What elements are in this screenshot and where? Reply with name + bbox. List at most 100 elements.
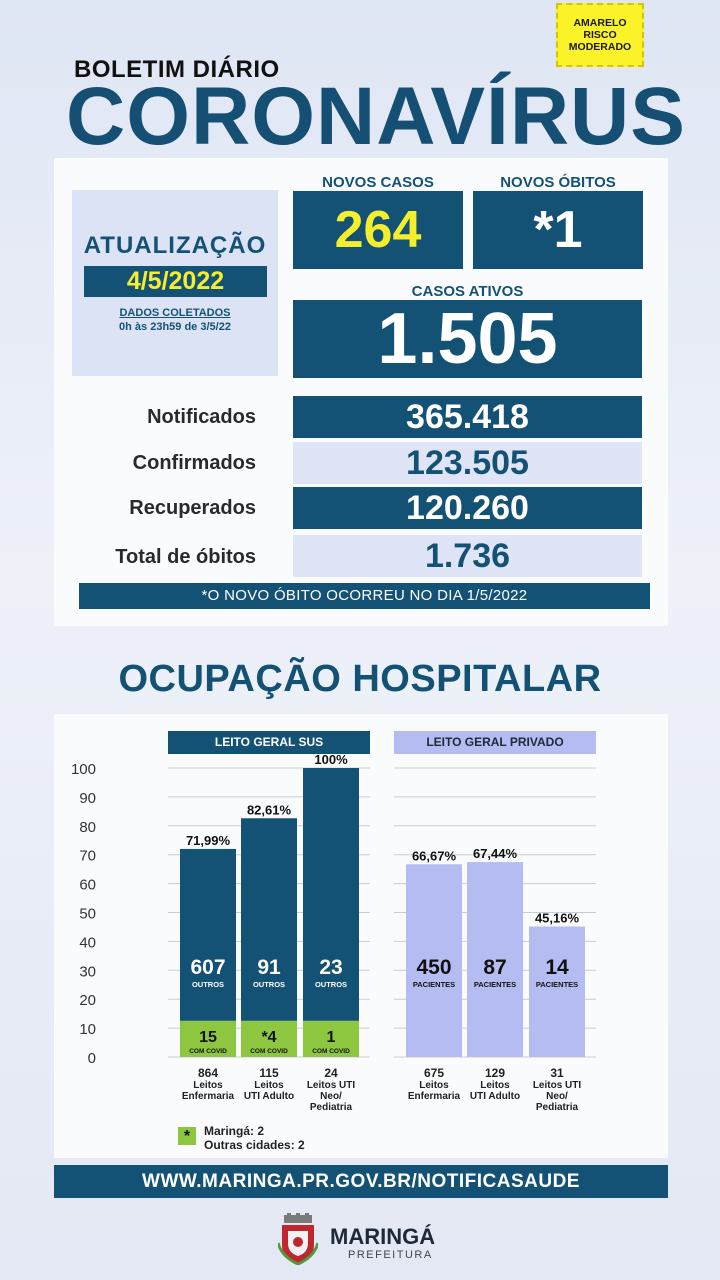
update-title: ATUALIZAÇÃO: [83, 232, 267, 259]
sus-header: LEITO GERAL SUS: [168, 731, 370, 754]
bar-covid-label: COM COVID: [189, 1048, 227, 1055]
bed-type-label: Neo/: [320, 1091, 342, 1102]
bed-type-label: Enfermaria: [182, 1091, 235, 1102]
bar-others-value: 91: [257, 956, 281, 979]
bed-type-label: Leitos: [419, 1080, 449, 1091]
y-tick-label: 100: [71, 761, 96, 778]
bar-others-label: OUTROS: [192, 980, 224, 989]
update-date: 4/5/2022: [84, 266, 267, 297]
bar-percent-label: 100%: [314, 752, 348, 767]
y-tick-label: 70: [79, 848, 96, 865]
bar-covid-value: *4: [261, 1029, 276, 1046]
bar-others-label: OUTROS: [253, 980, 285, 989]
bar-patients-value: 450: [416, 956, 451, 979]
bar-covid-value: 15: [199, 1029, 217, 1046]
bed-count: 31: [550, 1066, 564, 1080]
bar-patients: [406, 864, 462, 1057]
bed-count: 24: [324, 1066, 338, 1080]
bar-covid-label: COM COVID: [250, 1048, 288, 1055]
bed-type-label: Leitos UTI: [533, 1080, 582, 1091]
bar-covid: [180, 1020, 236, 1057]
legend-line-2: Outras cidades: 2: [204, 1138, 305, 1152]
bar-covid-value: 1: [327, 1029, 336, 1046]
bed-count: 115: [259, 1066, 279, 1080]
bar-covid-label: COM COVID: [312, 1048, 350, 1055]
bar-others: [241, 818, 297, 1021]
bar-patients: [467, 862, 523, 1057]
bar-patients-value: 87: [483, 956, 506, 979]
bar-percent-label: 71,99%: [186, 833, 231, 848]
bulletin-kicker: BOLETIM DIÁRIO: [74, 56, 280, 83]
stat-label-confirmed: Confirmados: [132, 452, 256, 474]
risk-line-3: MODERADO: [568, 41, 632, 53]
bed-type-label: Neo/: [546, 1091, 568, 1102]
bar-others: [303, 768, 359, 1021]
y-tick-label: 40: [79, 934, 96, 951]
bed-type-label: UTI Adulto: [470, 1091, 520, 1102]
bed-type-label: UTI Adulto: [244, 1091, 294, 1102]
new-cases-value: 264: [293, 191, 463, 269]
active-cases-value: 1.505: [293, 299, 642, 379]
y-tick-label: 90: [79, 790, 96, 807]
stat-value-recovered: 120.260: [293, 487, 642, 529]
stat-label-total-deaths: Total de óbitos: [115, 546, 256, 568]
bed-type-label: Leitos: [254, 1080, 284, 1091]
risk-level-badge: AMARELO RISCO MODERADO: [556, 3, 644, 67]
stat-label-notified: Notificados: [147, 406, 256, 428]
bar-covid: [303, 1020, 359, 1057]
bar-others-value: 23: [319, 956, 342, 979]
occupancy-title: OCUPAÇÃO HOSPITALAR: [118, 658, 602, 700]
city-name: MARINGÁ: [330, 1224, 436, 1249]
new-cases-label: NOVOS CASOS: [322, 174, 434, 191]
stat-value-confirmed: 123.505: [293, 442, 642, 484]
bar-percent-label: 45,16%: [535, 910, 580, 925]
y-tick-label: 80: [79, 819, 96, 836]
bed-count: 864: [198, 1066, 218, 1080]
bar-patients-label: PACIENTES: [536, 980, 578, 989]
bar-percent-label: 82,61%: [247, 802, 292, 817]
y-tick-label: 20: [79, 992, 96, 1009]
bed-type-label: Enfermaria: [408, 1091, 461, 1102]
page-title: CORONAVÍRUS: [66, 71, 686, 162]
y-tick-label: 50: [79, 906, 96, 923]
bed-count: 675: [424, 1066, 444, 1080]
stat-value-notified: 365.418: [293, 396, 642, 438]
bar-patients-label: PACIENTES: [413, 980, 455, 989]
death-note: *O NOVO ÓBITO OCORREU NO DIA 1/5/2022: [79, 583, 650, 609]
bar-patients-label: PACIENTES: [474, 980, 516, 989]
bar-percent-label: 67,44%: [473, 846, 518, 861]
bed-type-label: Leitos UTI: [307, 1080, 356, 1091]
bar-percent-label: 66,67%: [412, 848, 457, 863]
private-header: LEITO GERAL PRIVADO: [394, 731, 596, 754]
bed-count: 129: [485, 1066, 505, 1080]
y-tick-label: 30: [79, 963, 96, 980]
y-tick-label: 10: [79, 1021, 96, 1038]
bed-type-label: Leitos: [193, 1080, 223, 1091]
bar-others-label: OUTROS: [315, 980, 347, 989]
stat-value-total-deaths: 1.736: [293, 535, 642, 577]
stat-label-recovered: Recuperados: [129, 497, 256, 519]
bed-type-label: Pediatria: [310, 1102, 353, 1113]
legend-asterisk-icon: *: [178, 1127, 196, 1145]
risk-line-1: AMARELO: [573, 17, 627, 29]
new-deaths-value: *1: [473, 191, 643, 269]
city-subtitle: PREFEITURA: [348, 1249, 433, 1261]
new-deaths-label: NOVOS ÓBITOS: [500, 174, 616, 191]
city-coat-of-arms-icon: [278, 1213, 318, 1265]
legend: Maringá: 2 Outras cidades: 2: [204, 1124, 305, 1152]
bed-type-label: Leitos: [480, 1080, 510, 1091]
bar-others-value: 607: [190, 956, 225, 979]
legend-line-1: Maringá: 2: [204, 1124, 265, 1138]
website-link[interactable]: WWW.MARINGA.PR.GOV.BR/NOTIFICASAUDE: [54, 1165, 668, 1198]
risk-line-2: RISCO: [583, 29, 617, 41]
bar-covid: [241, 1020, 297, 1057]
bar-patients-value: 14: [545, 956, 569, 979]
collected-info: DADOS COLETADOS 0h às 23h59 de 3/5/22: [72, 306, 278, 334]
bed-type-label: Pediatria: [536, 1102, 579, 1113]
bar-others: [180, 848, 236, 1021]
y-tick-label: 60: [79, 877, 96, 894]
active-cases-label: CASOS ATIVOS: [411, 283, 524, 300]
collected-range: 0h às 23h59 de 3/5/22: [119, 321, 231, 333]
y-tick-label: 0: [88, 1050, 96, 1067]
